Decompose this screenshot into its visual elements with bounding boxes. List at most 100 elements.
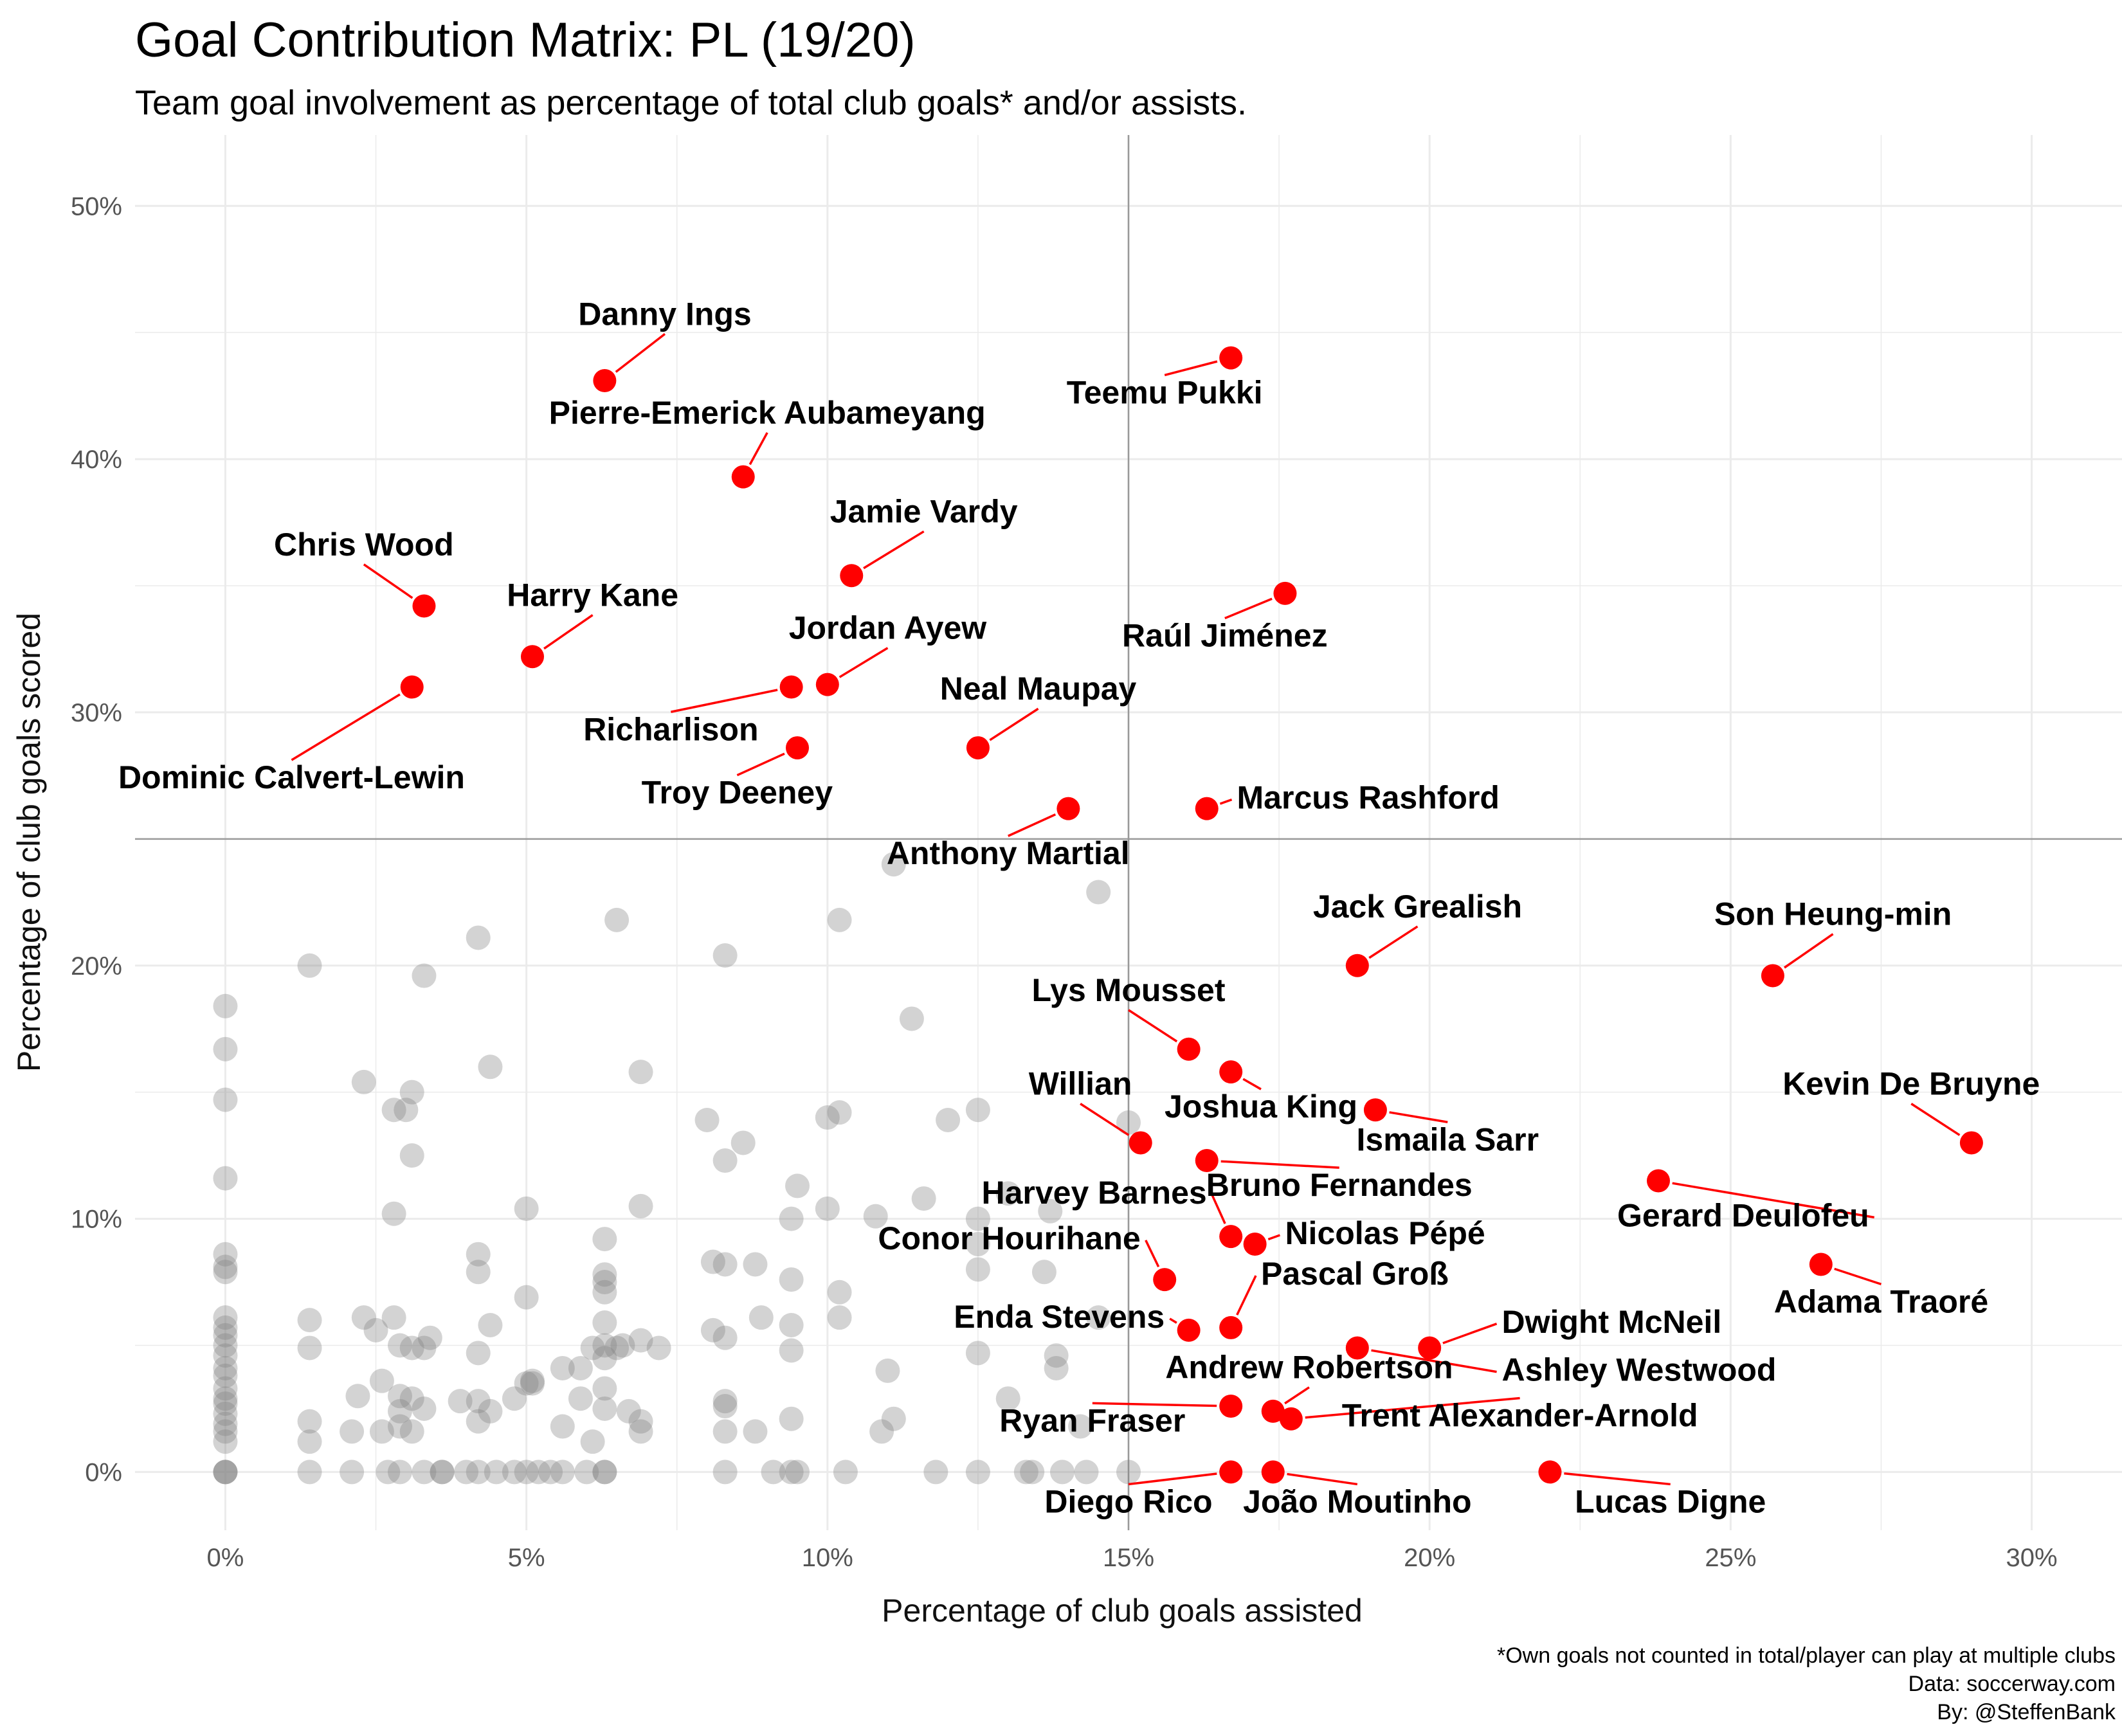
x-tick-label: 20%	[1404, 1544, 1455, 1572]
x-tick-label: 0%	[207, 1544, 244, 1572]
other-player-point	[381, 1305, 406, 1330]
other-player-point	[827, 1100, 852, 1125]
other-player-point	[592, 1310, 617, 1335]
label-leader-line	[1145, 1240, 1160, 1268]
other-player-point	[478, 1398, 503, 1424]
other-player-point	[381, 1098, 406, 1123]
highlighted-player-point	[1195, 797, 1219, 820]
other-player-point	[1050, 1460, 1075, 1485]
other-player-point	[863, 1204, 888, 1229]
highlighted-player-point	[1219, 346, 1243, 370]
other-player-point	[604, 907, 630, 932]
other-player-point	[646, 1335, 671, 1361]
player-label: Neal Maupay	[940, 671, 1137, 707]
other-player-point	[466, 1460, 491, 1485]
other-player-point	[213, 1460, 238, 1485]
highlighted-players-points	[400, 346, 1983, 1484]
player-labels: Danny Ings Teemu Pukki Pierre-Emerick Auba…	[118, 296, 2040, 1519]
other-player-point	[213, 1242, 238, 1267]
y-tick-label: 40%	[71, 446, 122, 474]
highlighted-player-point	[1418, 1336, 1442, 1360]
highlighted-player-point	[815, 673, 839, 696]
highlighted-player-point	[966, 736, 990, 760]
other-player-point	[592, 1262, 617, 1287]
other-player-point	[694, 1107, 720, 1132]
player-label: Gerard Deulofeu	[1617, 1197, 1869, 1233]
label-leader-line	[1219, 798, 1233, 805]
highlighted-player-point	[1273, 581, 1297, 605]
player-label: Lys Mousset	[1031, 972, 1225, 1008]
other-player-point	[430, 1460, 455, 1485]
other-player-point	[448, 1389, 473, 1414]
y-axis-title: Percentage of club goals scored	[11, 613, 47, 1072]
other-player-point	[213, 1087, 238, 1112]
other-player-point	[712, 1389, 738, 1414]
highlighted-player-point	[521, 645, 544, 669]
other-player-point	[550, 1460, 575, 1485]
other-player-point	[526, 1460, 551, 1485]
other-player-point	[712, 1148, 738, 1173]
player-label: Troy Deeney	[642, 775, 833, 811]
other-player-point	[550, 1355, 575, 1380]
other-player-point	[412, 963, 437, 988]
highlighted-player-point	[779, 675, 803, 699]
other-player-point	[743, 1252, 768, 1277]
highlighted-player-point	[1809, 1252, 1833, 1276]
highlighted-player-point	[840, 564, 864, 588]
other-player-point	[628, 1060, 653, 1085]
other-player-point	[213, 1305, 238, 1330]
highlighted-player-point	[1647, 1169, 1670, 1193]
label-leader-line	[1784, 933, 1834, 969]
other-player-point	[213, 1355, 238, 1380]
other-player-point	[514, 1196, 539, 1221]
highlighted-player-point	[786, 736, 809, 760]
other-player-point	[936, 1107, 961, 1132]
other-player-point	[965, 1460, 990, 1485]
other-player-point	[351, 1069, 376, 1094]
x-axis-ticks: 0% 5% 10% 15% 20% 25% 30%	[207, 1544, 2058, 1572]
other-player-point	[502, 1386, 527, 1411]
highlighted-player-point	[1261, 1460, 1285, 1484]
other-player-point	[412, 1335, 437, 1361]
other-player-point	[700, 1249, 725, 1274]
other-player-point	[381, 1201, 406, 1226]
other-player-point	[478, 1312, 503, 1337]
other-player-point	[297, 1429, 322, 1454]
highlighted-player-point	[1219, 1460, 1243, 1484]
other-player-point	[592, 1270, 617, 1295]
other-player-point	[417, 1325, 442, 1350]
label-leader-line	[1267, 1234, 1281, 1241]
label-leader-line	[1287, 1472, 1358, 1486]
highlighted-player-point	[1153, 1268, 1177, 1292]
other-player-point	[592, 1376, 617, 1401]
player-label: Richarlison	[583, 711, 758, 747]
other-player-point	[827, 1305, 852, 1330]
other-player-point	[514, 1371, 539, 1396]
x-tick-label: 10%	[802, 1544, 853, 1572]
highlighted-player-point	[1345, 1336, 1369, 1360]
label-leader-line	[748, 432, 768, 466]
other-player-point	[580, 1335, 605, 1361]
other-player-point	[712, 943, 738, 968]
other-player-point	[213, 1460, 238, 1485]
other-player-point	[833, 1460, 858, 1485]
other-player-point	[550, 1414, 575, 1439]
other-player-point	[454, 1460, 478, 1485]
player-label: Marcus Rashford	[1237, 780, 1500, 816]
label-leader-line	[736, 752, 785, 777]
other-player-point	[779, 1406, 804, 1431]
label-leader-line	[1236, 1275, 1257, 1316]
player-label: Diego Rico	[1044, 1483, 1212, 1519]
x-tick-label: 15%	[1103, 1544, 1154, 1572]
chart-subtitle: Team goal involvement as percentage of t…	[135, 84, 1247, 122]
player-label: Raúl Jiménez	[1122, 618, 1328, 654]
y-tick-label: 0%	[85, 1458, 122, 1487]
x-axis-title: Percentage of club goals assisted	[882, 1593, 1363, 1629]
label-leader-line	[1389, 1111, 1448, 1123]
other-player-point	[1068, 1414, 1093, 1439]
other-player-point	[388, 1414, 412, 1439]
player-label: Dominic Calvert-Lewin	[118, 759, 465, 795]
highlighted-player-point	[1177, 1318, 1201, 1342]
other-player-point	[213, 993, 238, 1018]
other-player-point	[995, 1181, 1020, 1206]
